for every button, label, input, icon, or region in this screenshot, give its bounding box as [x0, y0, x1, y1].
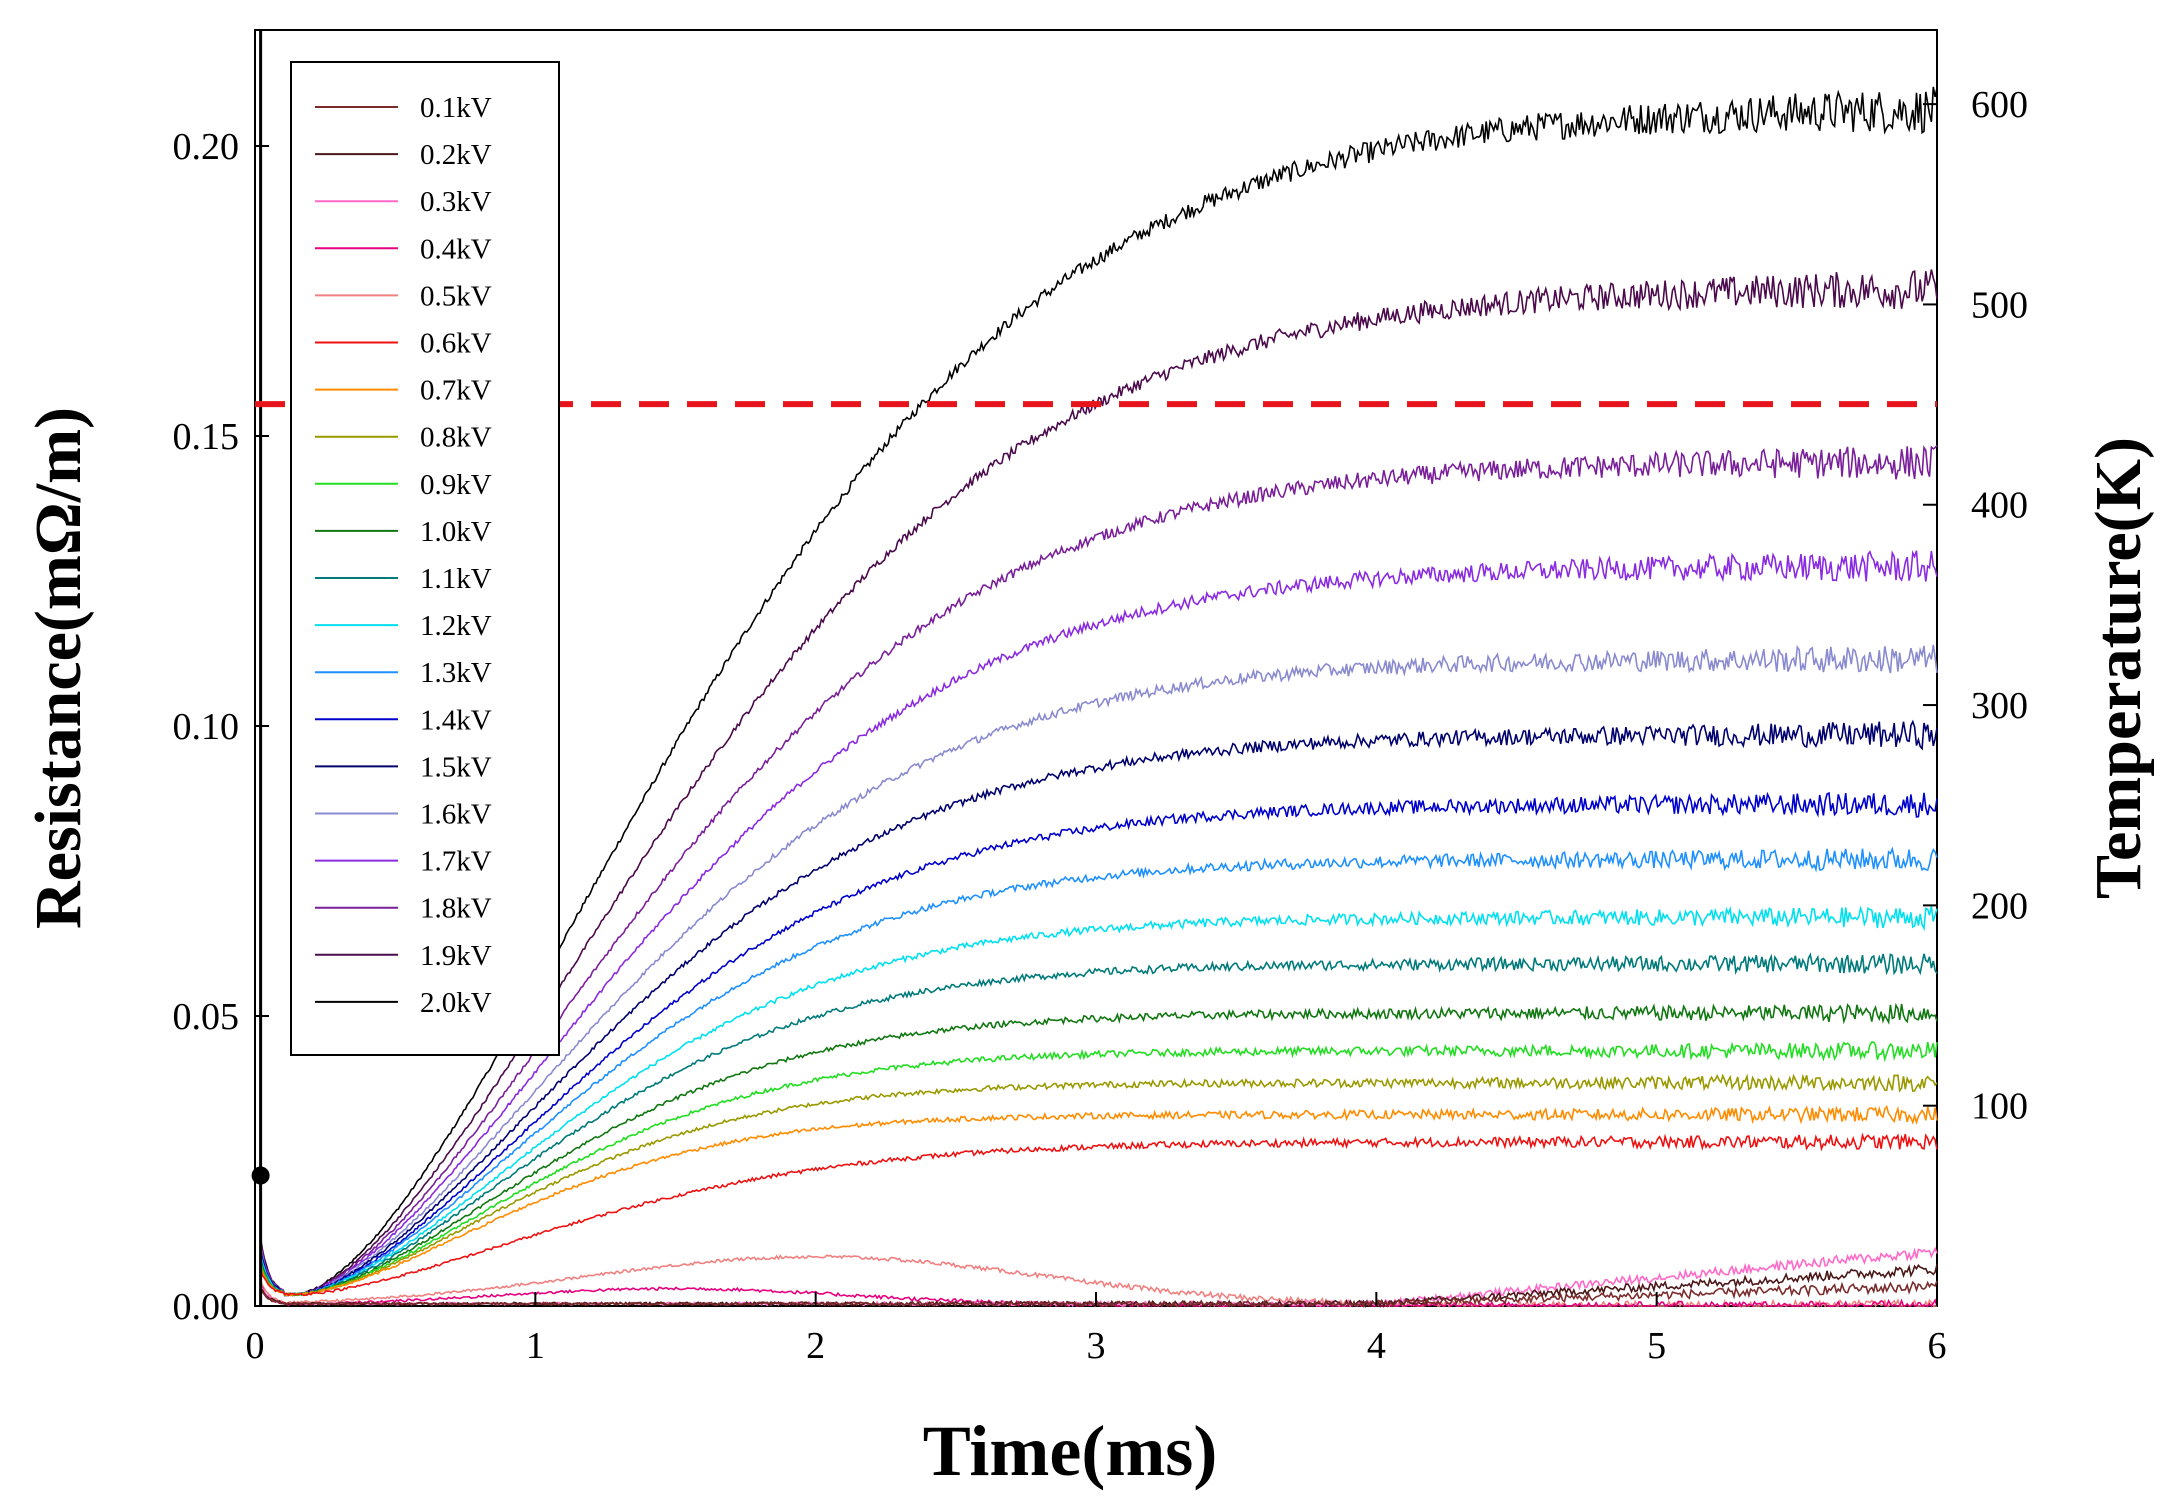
- legend-items: 0.1kV 0.2kV 0.3kV 0.4kV 0.5kV 0.6kV 0.7kV 0.8kV…: [315, 92, 492, 1019]
- y2-tick-label: 200: [1971, 885, 2028, 927]
- legend-label: 1.7kV: [420, 846, 492, 878]
- legend-label: 0.6kV: [420, 328, 492, 360]
- series-line-0.6kV: [259, 1132, 1938, 1297]
- series-line-1.1kV: [259, 952, 1938, 1297]
- y2-tick-label: 400: [1971, 485, 2028, 527]
- x-tick-label: 6: [1928, 1325, 1947, 1367]
- series-line-1.3kV: [259, 846, 1938, 1296]
- x-axis-title: Time(ms): [923, 1411, 1218, 1491]
- y2-tick-label: 600: [1971, 84, 2028, 126]
- series-line-1.2kV: [259, 905, 1938, 1296]
- y-tick-label: 0.05: [173, 996, 240, 1038]
- x-tick-label: 1: [526, 1325, 545, 1367]
- series-line-1.7kV: [259, 549, 1938, 1297]
- x-tick-label: 5: [1647, 1325, 1666, 1367]
- legend-label: 1.2kV: [420, 610, 492, 642]
- series-line-0.9kV: [259, 1041, 1938, 1297]
- series-line-0.8kV: [259, 1073, 1938, 1297]
- legend-label: 1.8kV: [420, 893, 492, 925]
- legend-label: 2.0kV: [420, 987, 492, 1019]
- series-line-0.7kV: [259, 1105, 1938, 1297]
- y-axis-title: Resistance(mΩ/m): [22, 407, 95, 929]
- legend-label: 0.1kV: [420, 92, 492, 124]
- legend-label: 1.6kV: [420, 799, 492, 831]
- y2-tick-label: 100: [1971, 1086, 2028, 1128]
- y-tick-label: 0.20: [173, 126, 240, 168]
- legend-label: 0.3kV: [420, 186, 492, 218]
- y-tick-label: 0.10: [173, 706, 240, 748]
- y-tick-label: 0.15: [173, 416, 240, 458]
- legend-label: 0.8kV: [420, 422, 492, 454]
- legend-label: 1.5kV: [420, 751, 492, 783]
- legend-label: 0.2kV: [420, 139, 492, 171]
- legend-label: 0.9kV: [420, 469, 492, 501]
- legend-label: 1.4kV: [420, 704, 492, 736]
- x-tick-label: 3: [1087, 1325, 1106, 1367]
- series-line-1.6kV: [259, 644, 1938, 1296]
- x-tick-label: 4: [1367, 1325, 1386, 1367]
- legend-label: 1.0kV: [420, 516, 492, 548]
- y2-tick-label: 500: [1971, 284, 2028, 326]
- legend-label: 1.1kV: [420, 563, 492, 595]
- legend-label: 1.9kV: [420, 940, 492, 972]
- series-line-1.4kV: [259, 791, 1938, 1297]
- axes-layer: 0 1 2 3 4 5 6 0.00 0.05 0.10 0.15 0.20 100 200 300 400 5…: [173, 84, 2029, 1367]
- legend-label: 1.3kV: [420, 657, 492, 689]
- legend-box: [290, 61, 560, 1056]
- y2-tick-label: 300: [1971, 685, 2028, 727]
- series-line-1.0kV: [259, 1002, 1938, 1297]
- x-tick-label: 0: [246, 1325, 265, 1367]
- legend-label: 0.7kV: [420, 375, 492, 407]
- legend-label: 0.5kV: [420, 280, 492, 312]
- legend: 0.1kV 0.2kV 0.3kV 0.4kV 0.5kV 0.6kV 0.7kV 0.8kV…: [290, 61, 560, 1056]
- y-tick-label: 0.00: [173, 1286, 240, 1328]
- series-line-1.5kV: [259, 719, 1938, 1297]
- x-tick-label: 2: [806, 1325, 825, 1367]
- y2-axis-title: Temperature(K): [2082, 437, 2155, 899]
- initial-point-marker: [251, 1166, 270, 1185]
- legend-label: 0.4kV: [420, 233, 492, 265]
- series-layer: [251, 30, 1938, 1309]
